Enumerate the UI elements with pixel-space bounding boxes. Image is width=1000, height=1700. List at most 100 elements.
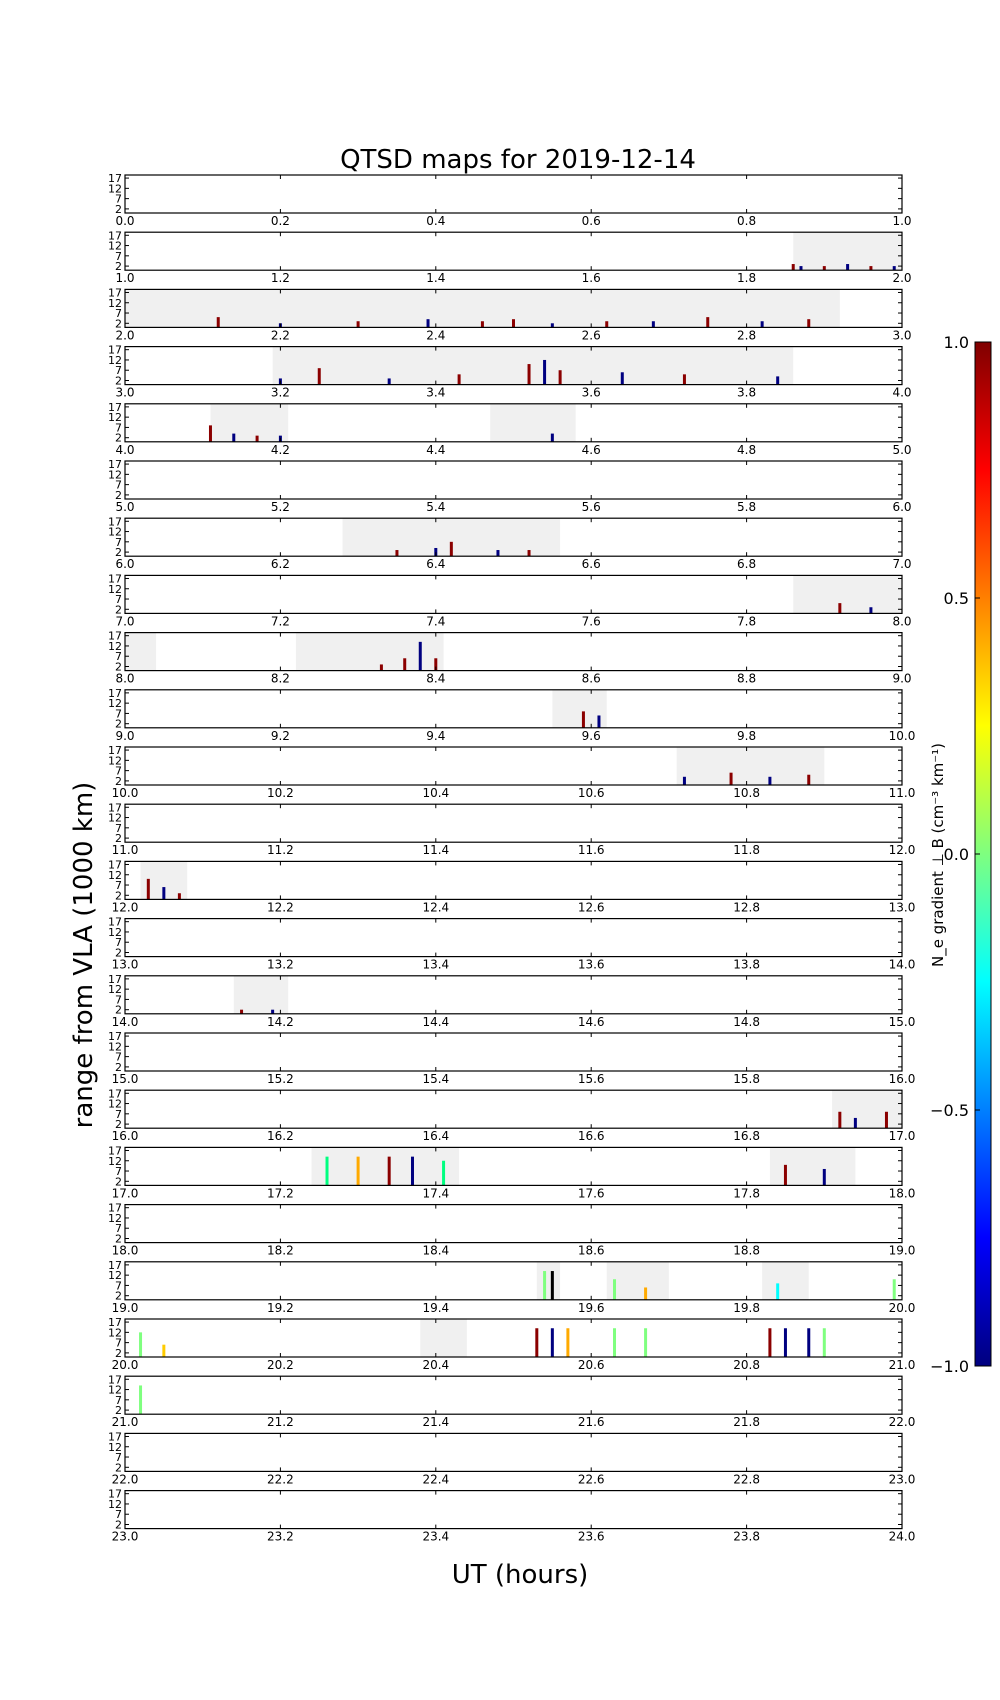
x-tick-label: 22.0 (112, 1472, 139, 1486)
y-tick-label: 2 (115, 946, 122, 959)
y-tick-label: 2 (115, 832, 122, 845)
gradient-event (822, 1168, 826, 1186)
x-tick-label: 5.2 (271, 500, 290, 514)
y-tick-label: 17 (108, 1373, 122, 1386)
panel-frame (124, 174, 903, 214)
gradient-event (550, 323, 554, 328)
gradient-event (892, 266, 896, 271)
x-tick-label: 23.8 (733, 1530, 760, 1544)
gradient-event (550, 1271, 554, 1300)
x-tick-label: 18.0 (889, 1186, 916, 1200)
gradient-event (387, 1156, 391, 1186)
x-tick-label: 11.6 (578, 843, 605, 857)
x-tick-label: 14.0 (112, 1015, 139, 1029)
x-tick-label: 16.0 (112, 1129, 139, 1143)
x-tick-label: 1.0 (892, 214, 911, 228)
gradient-event (457, 374, 461, 385)
x-tick-label: 10.6 (578, 786, 605, 800)
x-tick-label: 5.8 (737, 500, 756, 514)
gradient-event (496, 550, 500, 557)
y-tick-label: 7 (115, 307, 122, 320)
y-tick-label: 2 (115, 1461, 122, 1474)
x-tick-label: 5.4 (426, 500, 445, 514)
x-tick-label: 6.4 (426, 557, 445, 571)
y-tick-label: 2 (115, 1061, 122, 1074)
x-tick-label: 10.2 (267, 786, 294, 800)
y-tick-label: 2 (115, 1004, 122, 1017)
y-tick-label: 2 (115, 889, 122, 902)
panel-frame (124, 403, 903, 443)
x-tick-label: 1.8 (737, 271, 756, 285)
x-tick-label: 12.0 (889, 843, 916, 857)
y-tick-label: 2 (115, 1518, 122, 1531)
x-tick-label: 8.0 (892, 614, 911, 628)
x-tick-label: 14.6 (578, 1015, 605, 1029)
panel-frame (124, 460, 903, 500)
panel-frame (124, 1203, 903, 1244)
x-tick-label: 4.0 (115, 443, 134, 457)
x-tick-label: 2.2 (271, 328, 290, 342)
x-tick-label: 14.0 (889, 958, 916, 972)
y-tick-label: 7 (115, 936, 122, 949)
y-tick-label: 17 (108, 744, 122, 757)
x-tick-label: 15.0 (889, 1015, 916, 1029)
gradient-event (162, 887, 166, 900)
gradient-event (620, 372, 624, 385)
y-tick-label: 2 (115, 432, 122, 445)
y-tick-label: 17 (108, 344, 122, 357)
panel-frame (124, 860, 903, 901)
y-tick-label: 2 (115, 603, 122, 616)
y-tick-label: 7 (115, 1508, 122, 1521)
coverage-band (233, 975, 289, 1014)
x-tick-label: 8.2 (271, 672, 290, 686)
panel-frame (124, 917, 903, 958)
x-tick-label: 12.6 (578, 900, 605, 914)
x-tick-label: 21.0 (112, 1415, 139, 1429)
gradient-event (613, 1328, 617, 1357)
x-tick-label: 0.0 (115, 214, 134, 228)
y-tick-label: 17 (108, 286, 122, 299)
y-tick-label: 12 (108, 583, 122, 596)
x-tick-label: 5.0 (115, 500, 134, 514)
x-tick-label: 3.2 (271, 386, 290, 400)
y-tick-label: 12 (108, 1269, 122, 1282)
x-tick-label: 18.2 (267, 1244, 294, 1258)
x-tick-label: 4.8 (737, 443, 756, 457)
x-tick-label: 15.6 (578, 1072, 605, 1086)
x-tick-label: 15.4 (422, 1072, 449, 1086)
gradient-event (776, 1283, 780, 1300)
gradient-event (216, 317, 220, 328)
gradient-event (853, 1117, 857, 1129)
y-tick-label: 12 (108, 182, 122, 195)
y-tick-label: 7 (115, 650, 122, 663)
gradient-event (838, 603, 842, 614)
y-tick-label: 2 (115, 317, 122, 330)
y-tick-label: 7 (115, 1165, 122, 1178)
x-tick-label: 7.0 (892, 557, 911, 571)
x-tick-label: 4.0 (892, 386, 911, 400)
x-tick-label: 7.8 (737, 614, 756, 628)
gradient-event (139, 1385, 143, 1415)
x-tick-label: 3.0 (115, 386, 134, 400)
gradient-event (822, 1328, 826, 1357)
x-tick-label: 6.2 (271, 557, 290, 571)
gradient-event (581, 711, 585, 728)
x-tick-label: 12.0 (112, 900, 139, 914)
gradient-event (884, 1111, 888, 1129)
y-tick-label: 12 (108, 1155, 122, 1168)
y-tick-label: 17 (108, 1316, 122, 1329)
gradient-event (768, 776, 772, 785)
x-tick-label: 20.6 (578, 1358, 605, 1372)
y-tick-label: 17 (108, 630, 122, 643)
panel-frame (124, 346, 903, 386)
x-tick-label: 9.6 (582, 729, 601, 743)
x-tick-label: 19.4 (422, 1301, 449, 1315)
y-tick-label: 7 (115, 1051, 122, 1064)
y-tick-label: 12 (108, 354, 122, 367)
gradient-event (566, 1328, 570, 1357)
